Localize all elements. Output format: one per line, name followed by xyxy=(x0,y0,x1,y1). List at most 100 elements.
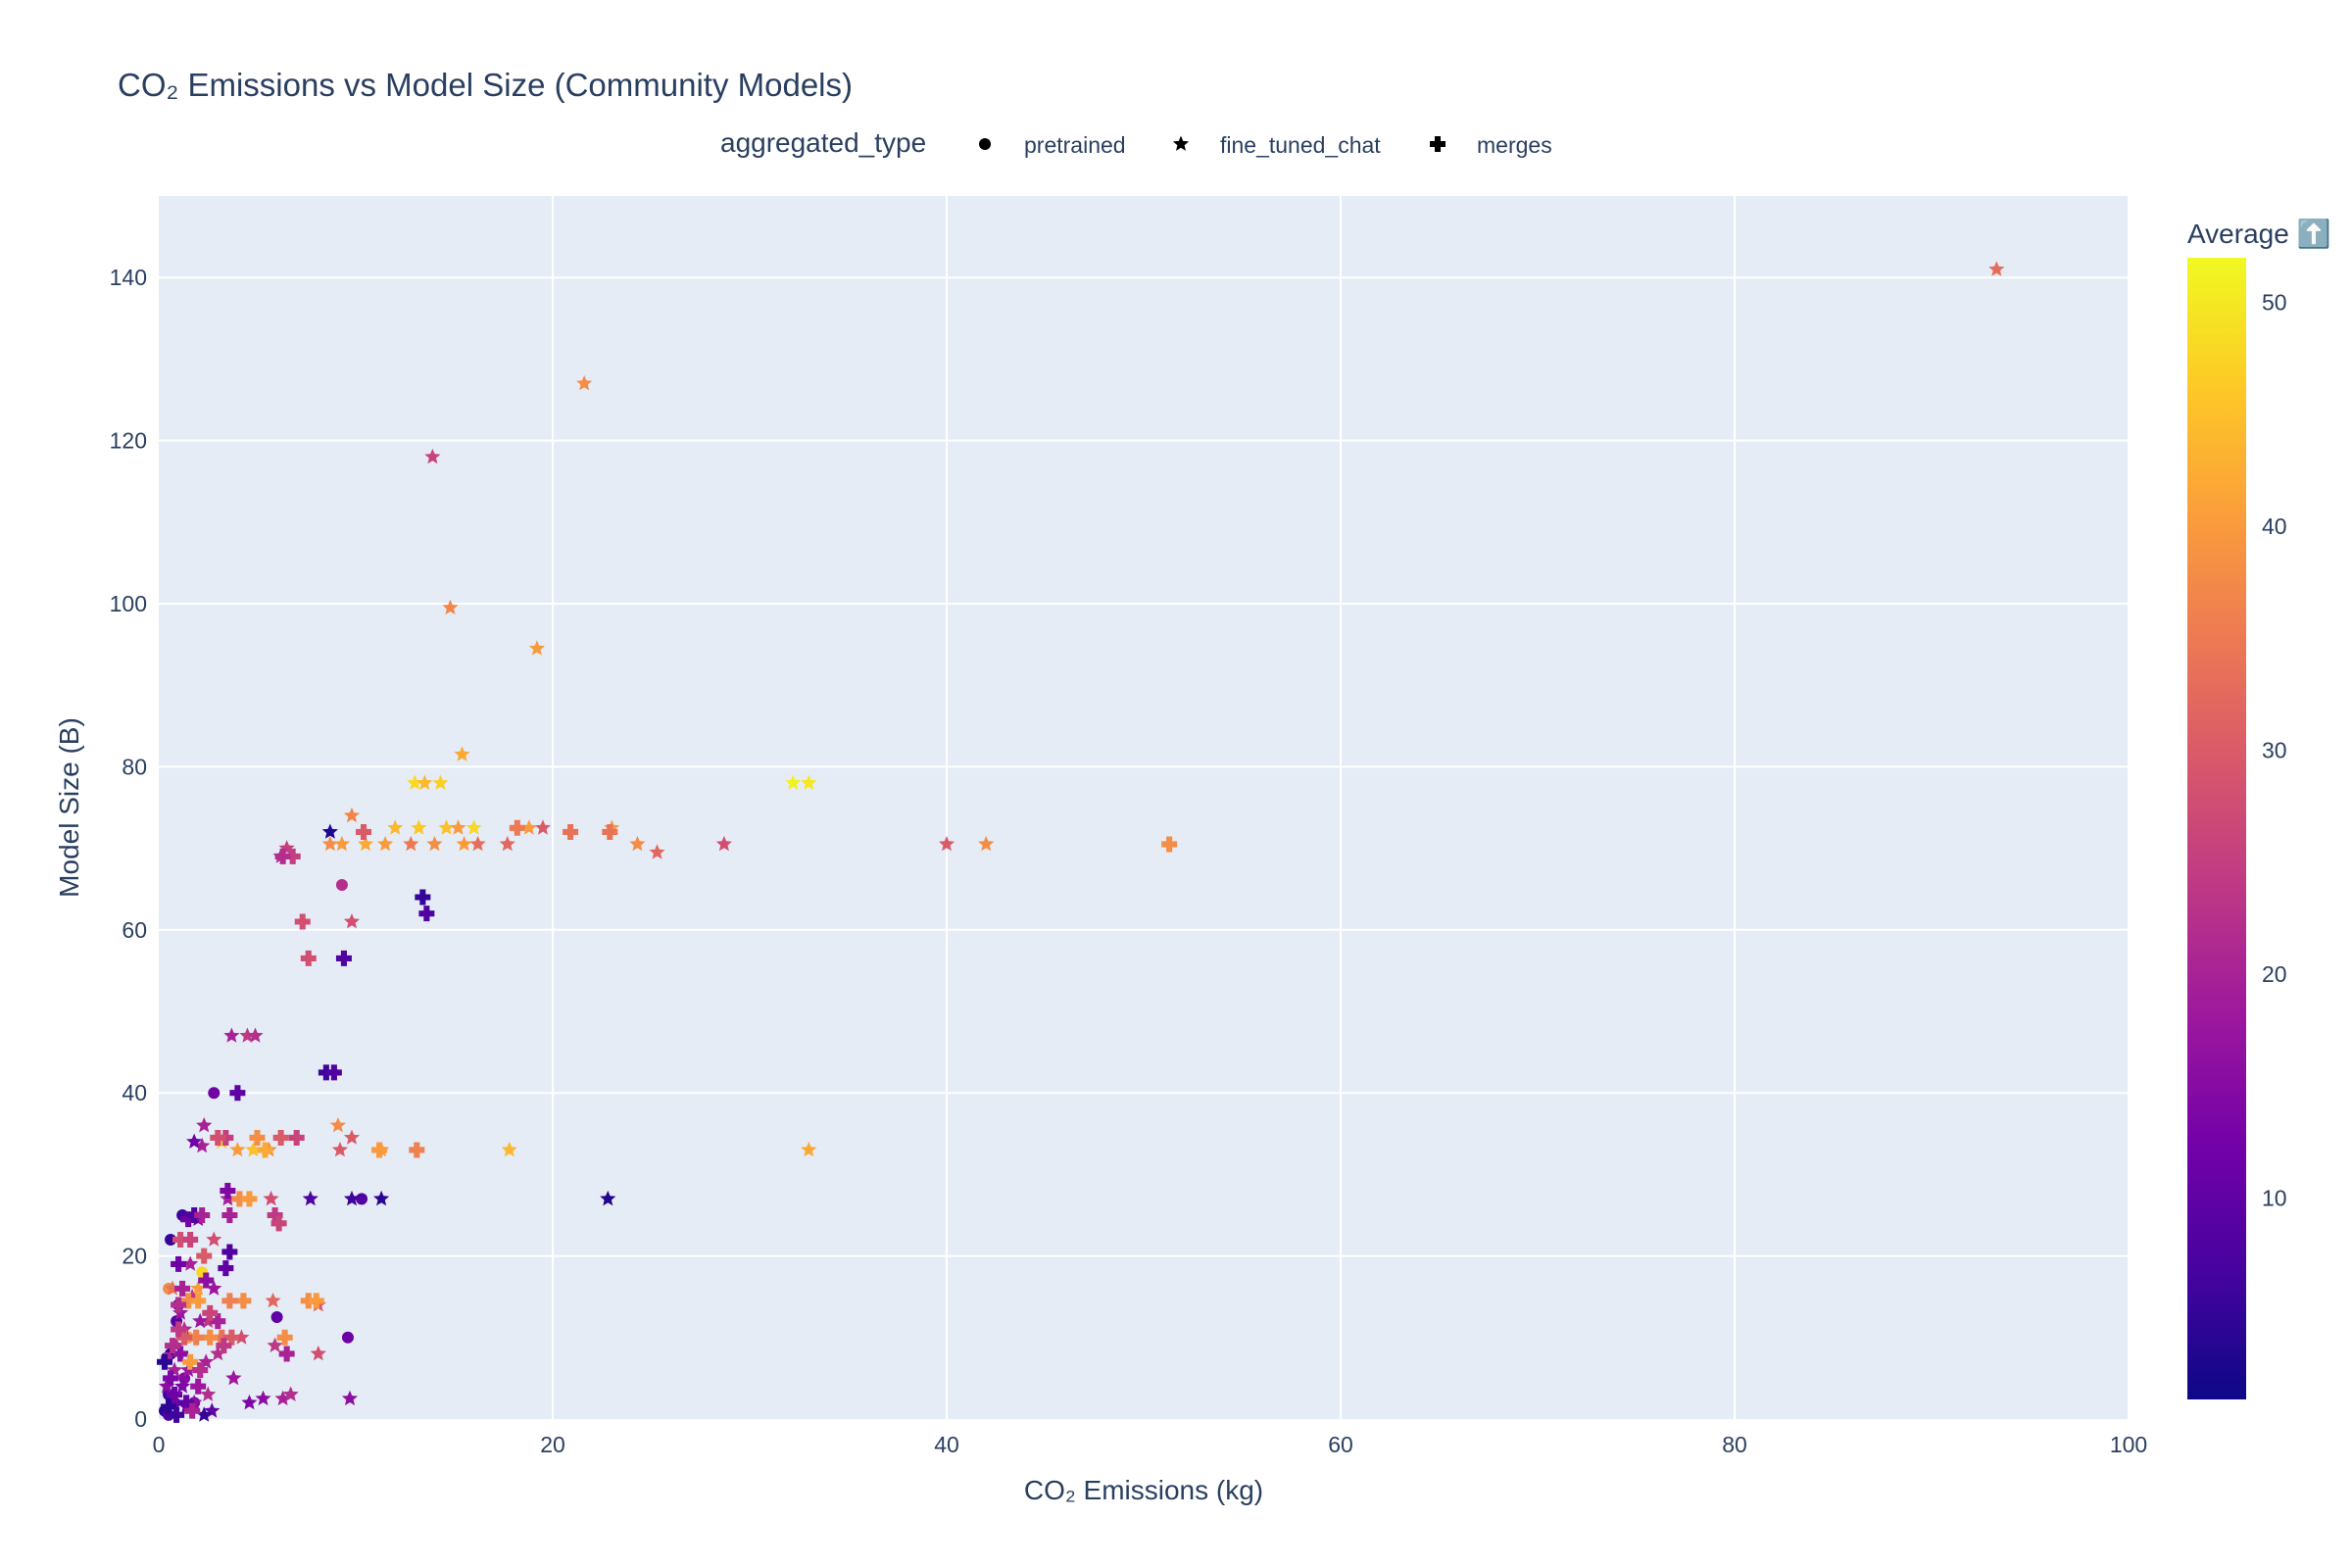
x-axis-title: CO₂ Emissions (kg) xyxy=(1024,1475,1263,1505)
legend-label: pretrained xyxy=(1024,132,1126,158)
data-point-star xyxy=(978,835,995,852)
data-point-cross xyxy=(182,1353,199,1370)
data-point-star xyxy=(329,1117,346,1133)
data-point-cross xyxy=(563,823,579,840)
data-point-cross xyxy=(274,848,291,864)
data-point-star xyxy=(715,835,732,852)
data-point-cross xyxy=(167,1387,183,1403)
y-tick-label: 60 xyxy=(122,917,147,943)
chart-title: CO₂ Emissions vs Model Size (Community M… xyxy=(118,67,853,103)
x-tick-label: 100 xyxy=(2110,1432,2147,1457)
data-point-cross xyxy=(231,1191,248,1207)
data-point-star xyxy=(469,835,486,852)
series-fine_tuned_chat xyxy=(159,261,2005,1422)
colorbar-tick-label: 40 xyxy=(2262,514,2287,539)
data-point-cross xyxy=(202,1329,219,1346)
data-point-cross xyxy=(178,1395,195,1411)
data-point-cross xyxy=(267,1207,283,1223)
data-point-star xyxy=(247,1027,264,1043)
data-point-star xyxy=(629,835,646,852)
data-point-cross xyxy=(223,1329,240,1346)
data-point-cross xyxy=(325,1064,342,1081)
data-point-cross xyxy=(409,1142,425,1158)
data-point-cross xyxy=(218,1129,234,1146)
data-point-star xyxy=(442,599,459,614)
y-tick-label: 0 xyxy=(134,1406,147,1432)
data-point-star xyxy=(331,1141,348,1157)
data-point-star xyxy=(265,1292,281,1308)
x-tick-label: 60 xyxy=(1328,1432,1353,1457)
data-point-star xyxy=(321,835,338,852)
x-tick-label: 80 xyxy=(1722,1432,1747,1457)
data-point-cross xyxy=(270,1215,287,1232)
data-point-cross xyxy=(1161,836,1178,853)
data-point-star xyxy=(225,1369,242,1386)
data-point-star xyxy=(267,1337,283,1352)
data-point-cross xyxy=(188,1329,205,1346)
data-point-star xyxy=(343,913,361,929)
legend-symbol-circle xyxy=(979,138,991,150)
data-point-star xyxy=(377,835,394,852)
data-point-star xyxy=(159,1378,175,1394)
data-point-cross xyxy=(241,1191,258,1207)
data-point-star xyxy=(229,1141,246,1157)
data-point-star xyxy=(407,774,423,790)
data-point-star xyxy=(358,835,374,852)
data-point-cross xyxy=(174,1280,191,1297)
data-point-cross xyxy=(210,1129,226,1146)
data-point-star xyxy=(196,1406,213,1422)
data-point-star xyxy=(416,774,433,790)
data-point-star xyxy=(302,1190,318,1206)
data-point-star xyxy=(206,1280,222,1296)
plot-area xyxy=(159,196,2129,1419)
data-point-star xyxy=(241,1394,258,1410)
data-point-star xyxy=(190,1280,207,1296)
data-point-cross xyxy=(415,889,431,906)
legend-symbol-cross xyxy=(1430,136,1446,152)
data-point-star xyxy=(343,1129,361,1145)
data-point-cross xyxy=(335,950,352,966)
data-point-star xyxy=(182,1255,199,1271)
data-point-star xyxy=(501,1141,517,1157)
data-point-circle xyxy=(270,1311,283,1323)
data-point-cross xyxy=(161,1398,177,1415)
x-tick-label: 0 xyxy=(153,1432,166,1457)
data-point-star xyxy=(310,1345,326,1361)
data-point-cross xyxy=(186,1207,203,1223)
data-point-star xyxy=(255,1390,271,1406)
y-tick-label: 40 xyxy=(122,1080,147,1105)
data-point-cross xyxy=(278,1346,295,1362)
data-point-star xyxy=(411,819,427,835)
legend-item-pretrained[interactable]: pretrained xyxy=(979,132,1126,158)
data-point-cross xyxy=(169,1406,185,1423)
legend-item-fine_tuned_chat[interactable]: fine_tuned_chat xyxy=(1172,132,1381,158)
data-point-star xyxy=(343,807,361,823)
data-point-star xyxy=(321,823,338,839)
data-point-star xyxy=(373,1190,390,1206)
data-point-cross xyxy=(171,1321,187,1338)
data-point-star xyxy=(528,640,545,656)
data-point-star xyxy=(403,835,419,852)
legend-item-merges[interactable]: merges xyxy=(1430,132,1552,158)
data-point-cross xyxy=(190,1293,207,1309)
data-point-cross xyxy=(202,1304,219,1321)
data-point-star xyxy=(387,819,404,835)
data-point-star xyxy=(454,746,470,761)
data-point-cross xyxy=(220,1183,236,1200)
data-point-cross xyxy=(190,1378,207,1395)
data-point-cross xyxy=(249,1129,266,1146)
data-point-star xyxy=(174,1378,191,1394)
data-point-cross xyxy=(221,1244,238,1260)
data-point-star xyxy=(343,1190,361,1206)
data-point-cross xyxy=(276,1329,293,1346)
data-point-cross xyxy=(172,1346,189,1362)
colorbar-tick-label: 50 xyxy=(2262,290,2287,316)
data-point-star xyxy=(282,1386,299,1401)
legend-symbol-star xyxy=(1172,135,1190,151)
data-point-circle xyxy=(356,1193,368,1205)
data-point-cross xyxy=(180,1293,197,1309)
data-point-star xyxy=(263,1190,279,1206)
data-point-cross xyxy=(165,1338,181,1354)
data-point-circle xyxy=(335,879,348,892)
x-tick-label: 40 xyxy=(934,1432,959,1457)
